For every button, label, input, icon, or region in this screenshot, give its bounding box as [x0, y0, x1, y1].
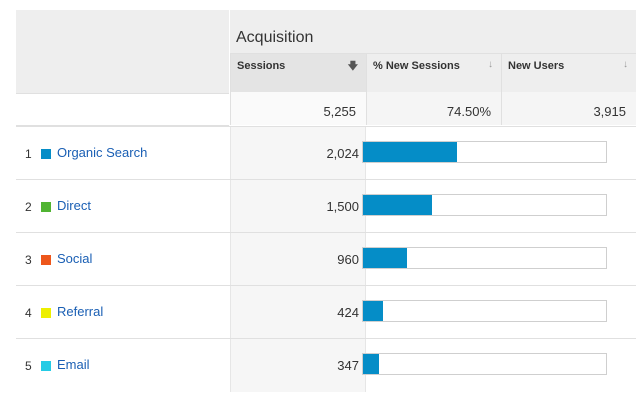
sessions-value: 347: [337, 358, 359, 373]
column-label-sessions: Sessions: [237, 60, 286, 72]
percentage-bar: [362, 141, 607, 163]
table-row: 5 Email 347: [16, 338, 636, 392]
channel-link[interactable]: Social: [57, 251, 93, 266]
sessions-value: 960: [337, 252, 359, 267]
sessions-cell: 1,500: [230, 180, 366, 233]
channel-link[interactable]: Referral: [57, 304, 104, 319]
total-sessions: 5,255: [230, 92, 366, 125]
sessions-cell: 424: [230, 286, 366, 339]
total-new-sessions-pct: 74.50%: [366, 92, 501, 125]
total-new-users: 3,915: [501, 92, 636, 125]
row-index: 4: [25, 306, 32, 320]
column-header-new-sessions-pct[interactable]: % New Sessions ↓: [366, 54, 501, 92]
table-row: 4 Referral 424: [16, 285, 636, 339]
channel-color-swatch: [41, 149, 51, 159]
channel-color-swatch: [41, 255, 51, 265]
column-header-sessions[interactable]: Sessions 🡇: [230, 54, 366, 92]
percentage-bar: [362, 247, 607, 269]
sessions-cell: 347: [230, 339, 366, 392]
sessions-cell: 960: [230, 233, 366, 286]
table-row: 1 Organic Search 2,024: [16, 126, 636, 180]
sort-arrow-icon[interactable]: ↓: [623, 59, 628, 70]
column-header-new-users[interactable]: New Users ↓: [501, 54, 636, 92]
acquisition-title: Acquisition: [236, 29, 314, 46]
percentage-bar-fill: [363, 195, 433, 215]
percentage-bar-fill: [363, 248, 408, 268]
totals-dimension-cell: [16, 94, 229, 125]
sessions-value: 2,024: [326, 146, 359, 161]
percentage-bar-fill: [363, 354, 380, 374]
table-row: 3 Social 960: [16, 232, 636, 286]
percentage-bar-fill: [363, 142, 457, 162]
percentage-bar-fill: [363, 301, 383, 321]
dimension-header: [16, 10, 229, 126]
row-index: 3: [25, 253, 32, 267]
column-label-new-users: New Users: [508, 60, 565, 72]
channel-link[interactable]: Direct: [57, 198, 91, 213]
row-index: 2: [25, 200, 32, 214]
channel-link[interactable]: Organic Search: [57, 145, 148, 160]
sessions-cell: 2,024: [230, 127, 366, 180]
row-index: 5: [25, 359, 32, 373]
header-divider: [16, 93, 229, 94]
acquisition-group-header: Acquisition: [230, 10, 636, 54]
table-row: 2 Direct 1,500: [16, 179, 636, 233]
sort-down-arrow-icon[interactable]: 🡇: [347, 61, 358, 72]
percentage-bar: [362, 300, 607, 322]
channel-color-swatch: [41, 361, 51, 371]
sessions-value: 424: [337, 305, 359, 320]
row-index: 1: [25, 147, 32, 161]
channel-color-swatch: [41, 308, 51, 318]
percentage-bar: [362, 194, 607, 216]
channel-color-swatch: [41, 202, 51, 212]
column-label-new-sessions-pct: % New Sessions: [373, 60, 460, 72]
sort-arrow-icon[interactable]: ↓: [488, 59, 493, 70]
percentage-bar: [362, 353, 607, 375]
sessions-value: 1,500: [326, 199, 359, 214]
channel-link[interactable]: Email: [57, 357, 90, 372]
